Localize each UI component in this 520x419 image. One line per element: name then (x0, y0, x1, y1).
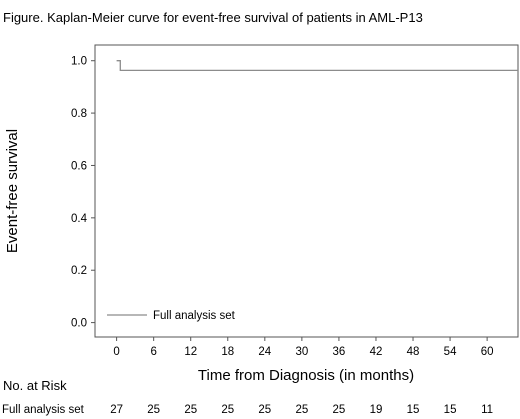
risk-count: 27 (110, 404, 123, 416)
risk-count: 25 (333, 404, 346, 416)
x-axis-ticks: 0 6 12 18 24 30 36 42 48 54 60 (113, 337, 494, 358)
plot-frame (94, 44, 519, 338)
risk-row-label: Full analysis set (2, 404, 85, 416)
risk-count: 25 (295, 404, 308, 416)
x-tick-label: 18 (221, 346, 234, 358)
y-axis-label: Event-free survival (4, 129, 21, 253)
y-tick-label: 0.0 (71, 318, 87, 330)
x-tick-label: 42 (370, 346, 383, 358)
risk-count: 15 (407, 404, 420, 416)
x-tick-label: 12 (184, 346, 197, 358)
y-tick-label: 1.0 (71, 56, 87, 68)
y-tick-label: 0.8 (71, 108, 87, 120)
risk-count: 25 (221, 404, 234, 416)
x-tick-label: 30 (295, 346, 308, 358)
y-tick-label: 0.2 (71, 265, 87, 277)
survival-curves (116, 60, 518, 72)
risk-table-title: No. at Risk (3, 378, 67, 393)
survival-curve-line (116, 60, 518, 72)
x-tick-label: 0 (113, 346, 119, 358)
y-tick-label: 0.4 (71, 213, 88, 225)
x-tick-label: 6 (150, 346, 156, 358)
y-axis-ticks: 0.0 0.2 0.4 0.6 0.8 1.0 (71, 56, 95, 330)
x-tick-label: 54 (444, 346, 457, 358)
risk-count: 25 (258, 404, 271, 416)
x-tick-label: 24 (258, 346, 271, 358)
x-tick-label: 48 (407, 346, 420, 358)
risk-count: 25 (147, 404, 160, 416)
legend: Full analysis set (107, 310, 236, 322)
x-tick-label: 60 (481, 346, 494, 358)
x-tick-label: 36 (333, 346, 346, 358)
risk-count: 19 (370, 404, 383, 416)
risk-count: 25 (184, 404, 197, 416)
risk-count: 15 (444, 404, 457, 416)
y-tick-label: 0.6 (71, 160, 87, 172)
risk-table: Full analysis set 27 25 25 25 25 25 25 19 15 15 11 (2, 404, 493, 416)
legend-label: Full analysis set (153, 310, 236, 322)
risk-count: 11 (481, 404, 493, 416)
chart-title: Figure. Kaplan-Meier curve for event-fre… (3, 10, 423, 25)
x-axis-label: Time from Diagnosis (in months) (198, 367, 414, 384)
